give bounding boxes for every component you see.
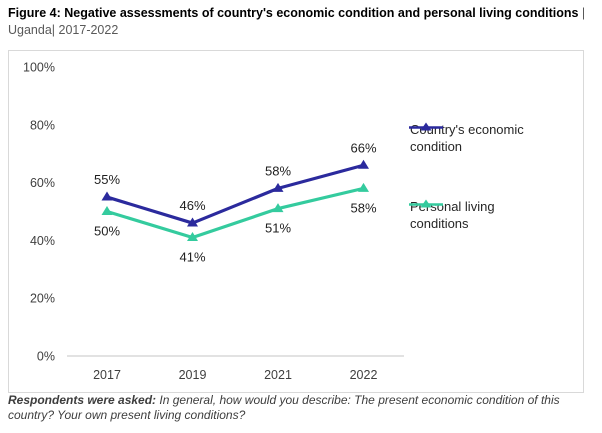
series-line [105,186,366,240]
footnote-lead: Respondents were asked: [8,393,157,407]
x-axis-tick-label: 2022 [350,368,378,382]
figure-title: Figure 4: Negative assessments of countr… [8,5,598,39]
legend-label: Country's economic condition [410,122,524,154]
data-label: 66% [350,140,376,155]
footnote: Respondents were asked: In general, how … [8,393,598,422]
x-axis-tick-label: 2021 [264,368,292,382]
y-axis-tick-label: 20% [30,292,55,306]
triangle-marker-icon [101,206,113,215]
footnote-text: In general, how would you describe: The … [8,393,560,422]
y-axis-tick-label: 60% [30,176,55,190]
triangle-marker-icon [101,191,113,201]
triangle-marker-icon [358,159,369,169]
y-axis-tick-label: 100% [23,61,55,75]
x-axis-tick-label: 2019 [179,368,207,382]
data-label: 55% [94,172,120,187]
y-axis-tick-label: 0% [37,350,55,364]
series-line [105,163,366,225]
figure-title-subtitle: | Uganda| 2017-2022 [8,6,586,37]
y-axis-tick-label: 80% [30,118,55,132]
triangle-marker-icon [272,182,284,192]
y-axis-tick-label: 40% [30,234,55,248]
x-axis-tick-label: 2017 [93,368,121,382]
legend-label: Personal living conditions [410,199,495,231]
legend-item-economic-condition: Country's economic condition [408,122,542,155]
legend-item-personal-living: Personal living conditions [408,199,542,232]
data-label: 41% [179,250,205,265]
triangle-marker-icon [272,203,284,213]
triangle-marker-icon [187,232,198,242]
data-label: 51% [265,221,291,236]
data-label: 50% [94,224,120,239]
data-label: 58% [350,200,376,215]
triangle-marker-icon [358,182,369,192]
chart-area: 0% 20% 40% 60% 80% 100% 2017 2019 2021 2022 55% 46%… [8,50,584,393]
line-chart: 0% 20% 40% 60% 80% 100% 2017 2019 2021 2022 55% 46%… [23,61,404,382]
figure-title-bold: Figure 4: Negative assessments of countr… [8,6,579,20]
data-label: 46% [179,198,205,213]
data-label: 58% [265,163,291,178]
triangle-marker-icon [187,217,198,227]
